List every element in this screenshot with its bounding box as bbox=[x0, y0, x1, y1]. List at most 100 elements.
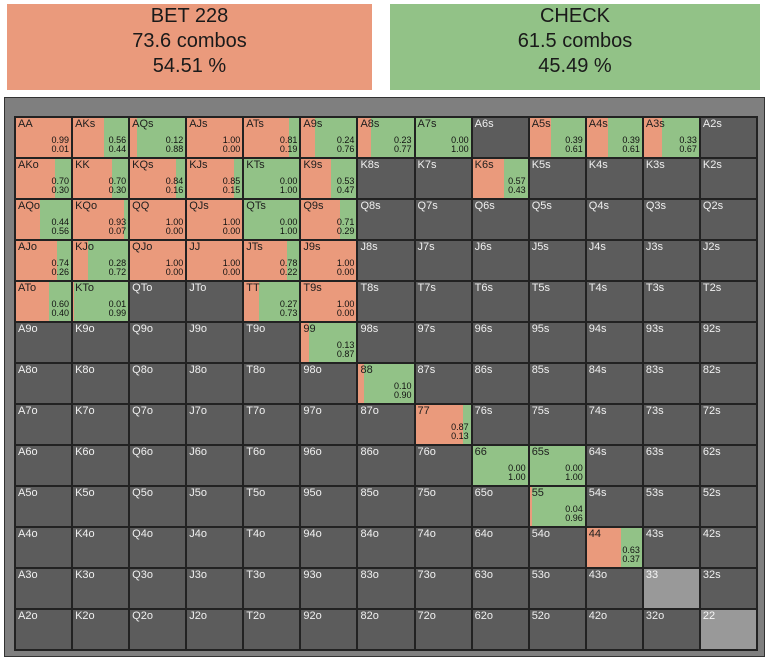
hand-cell[interactable]: K9o bbox=[72, 322, 130, 363]
hand-cell[interactable]: Q2s bbox=[699, 199, 757, 240]
hand-cell[interactable]: K7o bbox=[72, 404, 130, 445]
hand-cell[interactable]: 83o bbox=[357, 568, 415, 609]
hand-cell[interactable]: 82s bbox=[699, 363, 757, 404]
hand-cell[interactable]: QTo bbox=[129, 281, 187, 322]
hand-cell[interactable]: J5s bbox=[528, 240, 586, 281]
hand-cell[interactable]: J4s bbox=[585, 240, 643, 281]
hand-cell[interactable]: 83s bbox=[642, 363, 700, 404]
hand-cell[interactable]: 54o bbox=[528, 527, 586, 568]
hand-cell[interactable]: 93o bbox=[300, 568, 358, 609]
hand-cell[interactable]: 63o bbox=[471, 568, 529, 609]
hand-cell[interactable]: J8s bbox=[357, 240, 415, 281]
hand-cell[interactable]: 1.00 0.00 QJo bbox=[129, 240, 187, 281]
hand-cell[interactable]: Q3s bbox=[642, 199, 700, 240]
hand-cell[interactable]: 93s bbox=[642, 322, 700, 363]
hand-cell[interactable]: K7s bbox=[414, 158, 472, 199]
hand-cell[interactable]: A6o bbox=[15, 445, 73, 486]
hand-cell[interactable]: 0.81 0.19 ATs bbox=[243, 117, 301, 158]
hand-cell[interactable]: 92s bbox=[699, 322, 757, 363]
hand-cell[interactable]: 0.63 0.37 44 bbox=[585, 527, 643, 568]
hand-cell[interactable]: 97o bbox=[300, 404, 358, 445]
hand-cell[interactable]: 0.00 1.00 A7s bbox=[414, 117, 472, 158]
hand-cell[interactable]: Q3o bbox=[129, 568, 187, 609]
hand-cell[interactable]: Q7s bbox=[414, 199, 472, 240]
hand-cell[interactable]: 74o bbox=[414, 527, 472, 568]
hand-cell[interactable]: Q5o bbox=[129, 486, 187, 527]
hand-cell[interactable]: 43s bbox=[642, 527, 700, 568]
hand-cell[interactable]: J8o bbox=[186, 363, 244, 404]
hand-cell[interactable]: J2s bbox=[699, 240, 757, 281]
hand-cell[interactable]: 0.87 0.13 77 bbox=[414, 404, 472, 445]
hand-cell[interactable]: 62s bbox=[699, 445, 757, 486]
hand-cell[interactable]: T9o bbox=[243, 322, 301, 363]
hand-cell[interactable]: 0.44 0.56 AQo bbox=[15, 199, 73, 240]
hand-cell[interactable]: 87s bbox=[414, 363, 472, 404]
hand-cell[interactable]: A8o bbox=[15, 363, 73, 404]
hand-cell[interactable]: A2s bbox=[699, 117, 757, 158]
hand-cell[interactable]: A6s bbox=[471, 117, 529, 158]
hand-cell[interactable]: 0.23 0.77 A8s bbox=[357, 117, 415, 158]
hand-cell[interactable]: 73s bbox=[642, 404, 700, 445]
hand-cell[interactable]: 32o bbox=[642, 609, 700, 650]
hand-cell[interactable]: 73o bbox=[414, 568, 472, 609]
hand-cell[interactable]: 72s bbox=[699, 404, 757, 445]
hand-cell[interactable]: 72o bbox=[414, 609, 472, 650]
hand-cell[interactable]: T7o bbox=[243, 404, 301, 445]
hand-cell[interactable]: 32s bbox=[699, 568, 757, 609]
hand-cell[interactable]: 53o bbox=[528, 568, 586, 609]
hand-cell[interactable]: JTo bbox=[186, 281, 244, 322]
hand-cell[interactable]: 52s bbox=[699, 486, 757, 527]
hand-cell[interactable]: 75s bbox=[528, 404, 586, 445]
hand-cell[interactable]: 0.01 0.99 KTo bbox=[72, 281, 130, 322]
hand-cell[interactable]: 0.00 1.00 65s bbox=[528, 445, 586, 486]
hand-cell[interactable]: 62o bbox=[471, 609, 529, 650]
hand-cell[interactable]: 84s bbox=[585, 363, 643, 404]
hand-cell[interactable]: 42o bbox=[585, 609, 643, 650]
hand-cell[interactable]: 0.00 1.00 KTs bbox=[243, 158, 301, 199]
hand-cell[interactable]: 0.33 0.67 A3s bbox=[642, 117, 700, 158]
hand-cell[interactable]: Q7o bbox=[129, 404, 187, 445]
hand-cell[interactable]: K5s bbox=[528, 158, 586, 199]
hand-cell[interactable]: 0.70 0.30 AKo bbox=[15, 158, 73, 199]
hand-cell[interactable]: 1.00 0.00 T9s bbox=[300, 281, 358, 322]
hand-cell[interactable]: 0.85 0.15 KJs bbox=[186, 158, 244, 199]
hand-cell[interactable]: 0.39 0.61 A4s bbox=[585, 117, 643, 158]
hand-cell[interactable]: 87o bbox=[357, 404, 415, 445]
hand-cell[interactable]: Q4s bbox=[585, 199, 643, 240]
hand-cell[interactable]: 92o bbox=[300, 609, 358, 650]
hand-cell[interactable]: A2o bbox=[15, 609, 73, 650]
hand-cell[interactable]: 0.00 1.00 66 bbox=[471, 445, 529, 486]
hand-cell[interactable]: 0.39 0.61 A5s bbox=[528, 117, 586, 158]
hand-cell[interactable]: Q6s bbox=[471, 199, 529, 240]
hand-cell[interactable]: 95o bbox=[300, 486, 358, 527]
hand-cell[interactable]: 0.78 0.22 JTs bbox=[243, 240, 301, 281]
hand-cell[interactable]: 0.56 0.44 AKs bbox=[72, 117, 130, 158]
hand-cell[interactable]: 84o bbox=[357, 527, 415, 568]
hand-cell[interactable]: K3s bbox=[642, 158, 700, 199]
hand-cell[interactable]: 0.71 0.29 Q9s bbox=[300, 199, 358, 240]
hand-cell[interactable]: Q2o bbox=[129, 609, 187, 650]
hand-cell[interactable]: J6s bbox=[471, 240, 529, 281]
hand-cell[interactable]: K2s bbox=[699, 158, 757, 199]
hand-cell[interactable]: 0.28 0.72 KJo bbox=[72, 240, 130, 281]
hand-cell[interactable]: J3o bbox=[186, 568, 244, 609]
hand-cell[interactable]: 0.24 0.76 A9s bbox=[300, 117, 358, 158]
hand-cell[interactable]: K6o bbox=[72, 445, 130, 486]
hand-cell[interactable]: 0.00 1.00 QTs bbox=[243, 199, 301, 240]
hand-cell[interactable]: 0.27 0.73 TT bbox=[243, 281, 301, 322]
hand-cell[interactable]: Q8o bbox=[129, 363, 187, 404]
hand-cell[interactable]: A4o bbox=[15, 527, 73, 568]
hand-cell[interactable]: Q6o bbox=[129, 445, 187, 486]
hand-cell[interactable]: 64o bbox=[471, 527, 529, 568]
hand-cell[interactable]: J9o bbox=[186, 322, 244, 363]
hand-cell[interactable]: 1.00 0.00 AJs bbox=[186, 117, 244, 158]
hand-cell[interactable]: T6s bbox=[471, 281, 529, 322]
hand-cell[interactable]: 85o bbox=[357, 486, 415, 527]
hand-cell[interactable]: K3o bbox=[72, 568, 130, 609]
hand-cell[interactable]: 86o bbox=[357, 445, 415, 486]
hand-cell[interactable]: 1.00 0.00 JJ bbox=[186, 240, 244, 281]
hand-cell[interactable]: K4o bbox=[72, 527, 130, 568]
hand-cell[interactable]: T8o bbox=[243, 363, 301, 404]
hand-cell[interactable]: 0.12 0.88 AQs bbox=[129, 117, 187, 158]
hand-cell[interactable]: 63s bbox=[642, 445, 700, 486]
